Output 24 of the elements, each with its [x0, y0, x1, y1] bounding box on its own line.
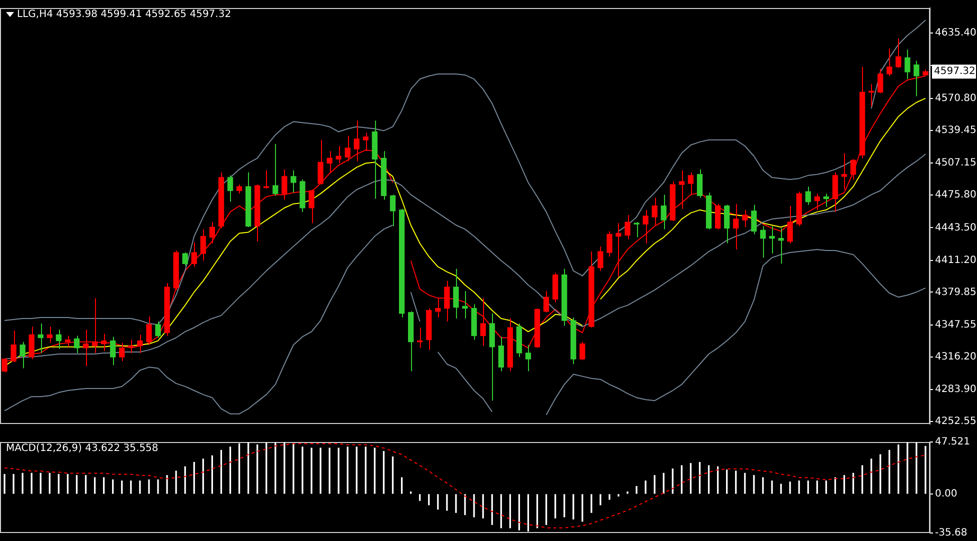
candlestick — [20, 341, 26, 369]
y-tick-label: 4443.50 — [935, 222, 976, 234]
y-tick-label: 4475.80 — [935, 189, 976, 200]
candlestick — [914, 60, 920, 97]
line-series — [4, 443, 926, 528]
y-tick-label: 4347.55 — [935, 320, 976, 331]
chart-title: MACD(12,26,9) 43.622 35.558 — [6, 443, 158, 454]
y-tick-label: 4379.85 — [935, 286, 976, 298]
y-tick-label: 4411.20 — [935, 255, 976, 266]
y-tick-label: 0.00 — [935, 488, 958, 500]
candlestick — [264, 170, 270, 190]
chart-title: LLG,H4 4593.98 4599.41 4592.65 4597.32 — [17, 9, 232, 20]
y-tick-label: -35.68 — [935, 528, 968, 539]
y-tick-label: 4316.20 — [935, 351, 976, 362]
annotation: 4597.32 — [934, 66, 976, 78]
candlestick — [155, 321, 161, 338]
candlestick — [290, 170, 296, 194]
y-tick-label: 47.521 — [935, 436, 970, 448]
y-tick-label: 4507.15 — [935, 158, 976, 169]
y-tick-label: 4252.55 — [935, 416, 976, 428]
y-tick-label: 4283.90 — [935, 384, 976, 396]
y-tick-label: 4539.45 — [935, 124, 976, 136]
y-tick-label: 4635.40 — [935, 28, 976, 39]
y-tick-label: 4570.80 — [935, 93, 976, 104]
